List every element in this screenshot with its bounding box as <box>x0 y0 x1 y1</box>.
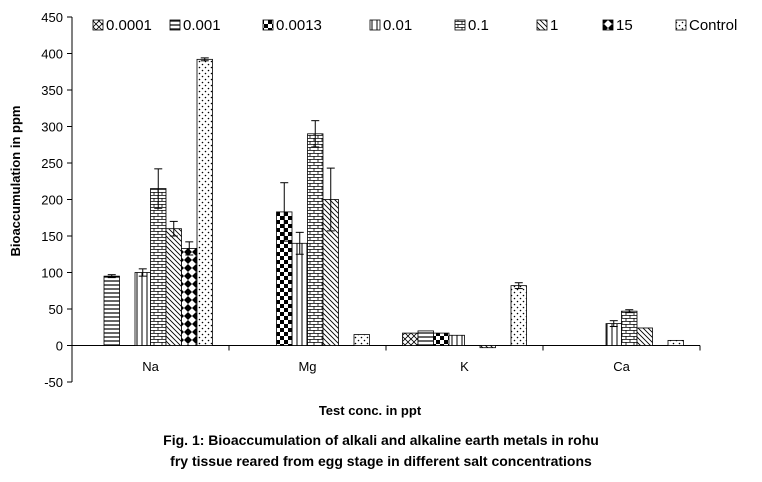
bar-na-control <box>196 58 213 346</box>
x-tick-label: K <box>460 359 469 374</box>
legend-label: 1 <box>550 17 558 34</box>
bar-k-0_0001 <box>402 332 419 346</box>
axes: -50 0 50 100 150 200 250 300 350 400 450 Na Mg K Ca <box>41 10 701 390</box>
bar-chart: -50 0 50 100 150 200 250 300 350 400 450 Na Mg K Ca 0.… <box>8 10 737 418</box>
y-tick-label: 450 <box>41 10 63 25</box>
bar-ca-1 <box>636 327 653 346</box>
legend-label: 0.0013 <box>276 17 322 34</box>
legend-swatch <box>369 19 381 31</box>
bar-mg-control <box>353 334 370 346</box>
legend-label: 15 <box>616 17 633 34</box>
legend-swatch <box>169 19 181 31</box>
y-tick-label: 300 <box>41 120 63 135</box>
y-tick-label: 250 <box>41 156 63 171</box>
legend-swatch <box>602 19 614 31</box>
legend-label: 0.1 <box>468 17 489 34</box>
y-axis-label: Bioaccumulation in ppm <box>8 106 23 257</box>
bar-na-1 <box>165 228 182 346</box>
figure-caption-line-2: fry tissue reared from egg stage in diff… <box>170 453 592 469</box>
bar-na-0_01 <box>134 272 151 346</box>
legend-swatch <box>536 19 548 31</box>
legend-label: 0.001 <box>183 17 221 34</box>
bar-ca-0_1 <box>621 310 638 346</box>
legend-label: Control <box>689 17 737 34</box>
bar-k-0_01 <box>448 334 465 346</box>
bar-na-0_001 <box>103 275 120 346</box>
bar-na-0_1 <box>150 188 167 346</box>
legend-label: 0.01 <box>383 17 412 34</box>
legend-swatch <box>92 19 104 31</box>
y-tick-label: 400 <box>41 47 63 62</box>
y-tick-label: -50 <box>44 375 63 390</box>
bar-k-control <box>510 285 527 346</box>
bar-mg-0_01 <box>291 242 308 346</box>
bars <box>103 57 684 349</box>
bar-k-0_0013 <box>433 332 450 346</box>
bar-na-15 <box>181 248 198 346</box>
x-tick-label: Mg <box>298 359 316 374</box>
legend: 0.0001 0.001 0.0013 0.01 0.1 1 15 Control <box>92 17 737 34</box>
bar-mg-0_1 <box>307 133 324 346</box>
legend-label: 0.0001 <box>106 17 152 34</box>
x-tick-label: Na <box>142 359 159 374</box>
y-tick-label: 150 <box>41 229 63 244</box>
figure-caption-line-1: Fig. 1: Bioaccumulation of alkali and al… <box>163 432 599 448</box>
legend-swatch <box>675 19 687 31</box>
y-tick-label: 50 <box>49 302 63 317</box>
x-axis-label: Test conc. in ppt <box>319 403 422 418</box>
y-tick-label: 0 <box>56 339 63 354</box>
y-tick-label: 200 <box>41 193 63 208</box>
bar-k-1 <box>479 345 496 349</box>
legend-swatch <box>454 19 466 31</box>
legend-swatch <box>262 19 274 31</box>
y-tick-label: 350 <box>41 83 63 98</box>
x-tick-label: Ca <box>613 359 630 374</box>
bar-k-0_001 <box>417 330 434 346</box>
bar-ca-control <box>667 339 684 346</box>
y-tick-label: 100 <box>41 266 63 281</box>
